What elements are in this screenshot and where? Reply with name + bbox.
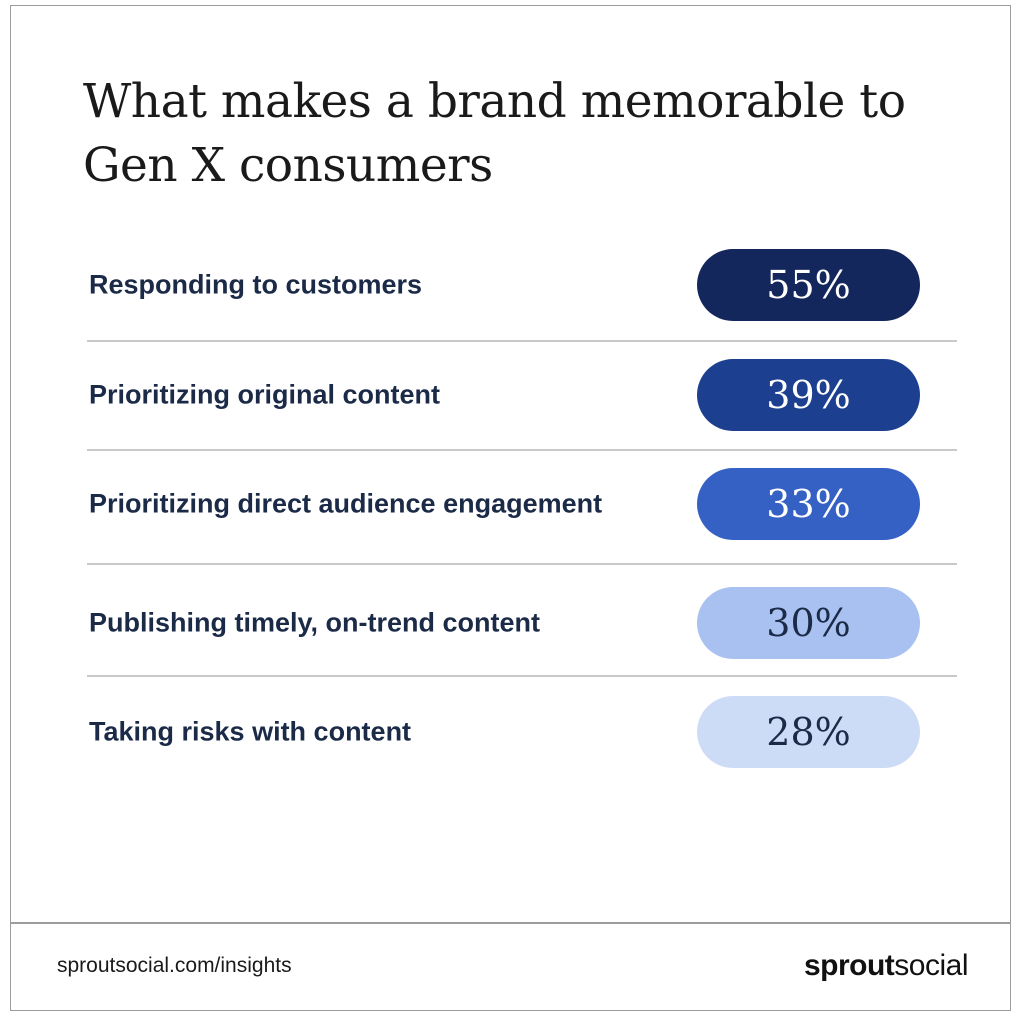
row-label: Publishing timely, on-trend content	[89, 607, 540, 638]
row-label: Responding to customers	[89, 269, 423, 300]
row-label: Prioritizing direct audience engagement	[89, 488, 603, 519]
infographic-card: What makes a brand memorable to Gen X co…	[10, 5, 1011, 1011]
row-label: Prioritizing original content	[89, 379, 440, 410]
sproutsocial-logo: sproutsocial	[803, 949, 969, 983]
chart-title: What makes a brand memorable to Gen X co…	[83, 74, 906, 193]
value-pill: 55%	[697, 249, 920, 321]
value-pill: 28%	[697, 696, 920, 768]
value-pill: 39%	[697, 359, 920, 431]
value-pill: 33%	[697, 468, 920, 540]
row-divider	[87, 563, 957, 565]
row-divider	[87, 340, 957, 342]
row-divider	[87, 675, 957, 677]
footer-url[interactable]: sproutsocial.com/insights	[57, 954, 292, 977]
row-label: Taking risks with content	[89, 716, 412, 747]
logo-sprout-text: sprout	[803, 949, 895, 982]
footer-divider	[11, 922, 1010, 924]
row-divider	[87, 449, 957, 451]
logo-social-text: social	[894, 949, 968, 982]
value-pill: 30%	[697, 587, 920, 659]
